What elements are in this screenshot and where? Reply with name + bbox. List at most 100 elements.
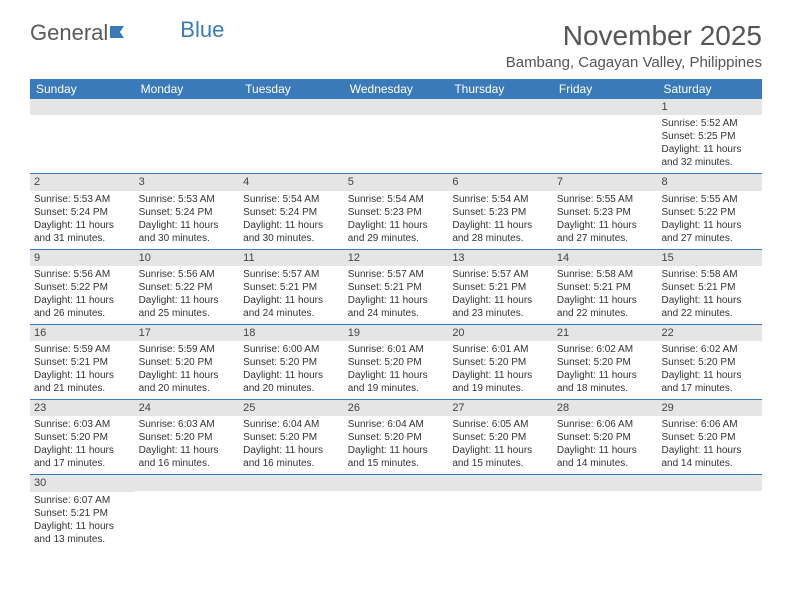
day-number: 11 bbox=[239, 250, 344, 266]
day-number: 29 bbox=[657, 400, 762, 416]
day-body: Sunrise: 6:02 AMSunset: 5:20 PMDaylight:… bbox=[657, 341, 762, 399]
day-header: Wednesday bbox=[344, 79, 449, 99]
day-body: Sunrise: 6:04 AMSunset: 5:20 PMDaylight:… bbox=[239, 416, 344, 474]
day-header: Sunday bbox=[30, 79, 135, 99]
day-cell: 3Sunrise: 5:53 AMSunset: 5:24 PMDaylight… bbox=[135, 174, 240, 248]
daylight-text: Daylight: 11 hours and 29 minutes. bbox=[348, 219, 445, 245]
day-number: 16 bbox=[30, 325, 135, 341]
day-cell: 8Sunrise: 5:55 AMSunset: 5:22 PMDaylight… bbox=[657, 174, 762, 248]
daylight-text: Daylight: 11 hours and 17 minutes. bbox=[661, 369, 758, 395]
day-body: Sunrise: 5:52 AMSunset: 5:25 PMDaylight:… bbox=[657, 115, 762, 173]
daylight-text: Daylight: 11 hours and 13 minutes. bbox=[34, 520, 131, 546]
day-cell: 6Sunrise: 5:54 AMSunset: 5:23 PMDaylight… bbox=[448, 174, 553, 248]
day-cell: 27Sunrise: 6:05 AMSunset: 5:20 PMDayligh… bbox=[448, 400, 553, 474]
day-number: 14 bbox=[553, 250, 658, 266]
sunset-text: Sunset: 5:23 PM bbox=[452, 206, 549, 219]
daylight-text: Daylight: 11 hours and 28 minutes. bbox=[452, 219, 549, 245]
day-cell: 18Sunrise: 6:00 AMSunset: 5:20 PMDayligh… bbox=[239, 325, 344, 399]
day-number: 15 bbox=[657, 250, 762, 266]
day-cell: 23Sunrise: 6:03 AMSunset: 5:20 PMDayligh… bbox=[30, 400, 135, 474]
day-cell bbox=[239, 475, 344, 549]
sunset-text: Sunset: 5:21 PM bbox=[243, 281, 340, 294]
day-body: Sunrise: 6:00 AMSunset: 5:20 PMDaylight:… bbox=[239, 341, 344, 399]
day-number: 7 bbox=[553, 174, 658, 190]
day-cell bbox=[448, 99, 553, 173]
day-cell: 14Sunrise: 5:58 AMSunset: 5:21 PMDayligh… bbox=[553, 250, 658, 324]
day-body: Sunrise: 5:56 AMSunset: 5:22 PMDaylight:… bbox=[30, 266, 135, 324]
day-cell: 2Sunrise: 5:53 AMSunset: 5:24 PMDaylight… bbox=[30, 174, 135, 248]
sunset-text: Sunset: 5:23 PM bbox=[348, 206, 445, 219]
daylight-text: Daylight: 11 hours and 18 minutes. bbox=[557, 369, 654, 395]
sunset-text: Sunset: 5:20 PM bbox=[452, 431, 549, 444]
day-header: Monday bbox=[135, 79, 240, 99]
sunset-text: Sunset: 5:20 PM bbox=[661, 356, 758, 369]
day-cell: 20Sunrise: 6:01 AMSunset: 5:20 PMDayligh… bbox=[448, 325, 553, 399]
day-body: Sunrise: 6:05 AMSunset: 5:20 PMDaylight:… bbox=[448, 416, 553, 474]
sunrise-text: Sunrise: 5:56 AM bbox=[139, 268, 236, 281]
day-body: Sunrise: 5:57 AMSunset: 5:21 PMDaylight:… bbox=[239, 266, 344, 324]
daylight-text: Daylight: 11 hours and 17 minutes. bbox=[34, 444, 131, 470]
sunset-text: Sunset: 5:20 PM bbox=[243, 431, 340, 444]
sunrise-text: Sunrise: 5:58 AM bbox=[661, 268, 758, 281]
day-body: Sunrise: 5:53 AMSunset: 5:24 PMDaylight:… bbox=[135, 191, 240, 249]
daylight-text: Daylight: 11 hours and 25 minutes. bbox=[139, 294, 236, 320]
sunrise-text: Sunrise: 6:03 AM bbox=[34, 418, 131, 431]
sunrise-text: Sunrise: 5:54 AM bbox=[452, 193, 549, 206]
daylight-text: Daylight: 11 hours and 27 minutes. bbox=[661, 219, 758, 245]
sunset-text: Sunset: 5:20 PM bbox=[34, 431, 131, 444]
daylight-text: Daylight: 11 hours and 16 minutes. bbox=[243, 444, 340, 470]
day-number: 30 bbox=[30, 475, 135, 491]
sunset-text: Sunset: 5:21 PM bbox=[348, 281, 445, 294]
daylight-text: Daylight: 11 hours and 14 minutes. bbox=[557, 444, 654, 470]
daylight-text: Daylight: 11 hours and 14 minutes. bbox=[661, 444, 758, 470]
day-cell bbox=[344, 99, 449, 173]
day-number: 28 bbox=[553, 400, 658, 416]
day-cell: 28Sunrise: 6:06 AMSunset: 5:20 PMDayligh… bbox=[553, 400, 658, 474]
daylight-text: Daylight: 11 hours and 23 minutes. bbox=[452, 294, 549, 320]
sunset-text: Sunset: 5:21 PM bbox=[557, 281, 654, 294]
sunset-text: Sunset: 5:20 PM bbox=[348, 431, 445, 444]
day-body: Sunrise: 5:58 AMSunset: 5:21 PMDaylight:… bbox=[657, 266, 762, 324]
day-body: Sunrise: 5:53 AMSunset: 5:24 PMDaylight:… bbox=[30, 191, 135, 249]
day-body: Sunrise: 5:58 AMSunset: 5:21 PMDaylight:… bbox=[553, 266, 658, 324]
daylight-text: Daylight: 11 hours and 24 minutes. bbox=[243, 294, 340, 320]
day-number bbox=[135, 99, 240, 115]
day-number bbox=[553, 99, 658, 115]
sunset-text: Sunset: 5:24 PM bbox=[243, 206, 340, 219]
sunrise-text: Sunrise: 5:53 AM bbox=[34, 193, 131, 206]
day-cell bbox=[30, 99, 135, 173]
day-number bbox=[239, 99, 344, 115]
sunrise-text: Sunrise: 5:57 AM bbox=[452, 268, 549, 281]
day-body: Sunrise: 6:07 AMSunset: 5:21 PMDaylight:… bbox=[30, 492, 135, 550]
day-body: Sunrise: 5:55 AMSunset: 5:22 PMDaylight:… bbox=[657, 191, 762, 249]
day-cell: 13Sunrise: 5:57 AMSunset: 5:21 PMDayligh… bbox=[448, 250, 553, 324]
day-number bbox=[448, 475, 553, 491]
week-row: 23Sunrise: 6:03 AMSunset: 5:20 PMDayligh… bbox=[30, 400, 762, 475]
day-cell: 7Sunrise: 5:55 AMSunset: 5:23 PMDaylight… bbox=[553, 174, 658, 248]
day-cell: 19Sunrise: 6:01 AMSunset: 5:20 PMDayligh… bbox=[344, 325, 449, 399]
sunrise-text: Sunrise: 6:00 AM bbox=[243, 343, 340, 356]
daylight-text: Daylight: 11 hours and 20 minutes. bbox=[243, 369, 340, 395]
day-body: Sunrise: 6:01 AMSunset: 5:20 PMDaylight:… bbox=[448, 341, 553, 399]
sunrise-text: Sunrise: 6:04 AM bbox=[243, 418, 340, 431]
sunrise-text: Sunrise: 6:03 AM bbox=[139, 418, 236, 431]
sunrise-text: Sunrise: 5:56 AM bbox=[34, 268, 131, 281]
brand-part2: Blue bbox=[180, 17, 224, 43]
day-cell: 21Sunrise: 6:02 AMSunset: 5:20 PMDayligh… bbox=[553, 325, 658, 399]
day-cell: 25Sunrise: 6:04 AMSunset: 5:20 PMDayligh… bbox=[239, 400, 344, 474]
day-number: 17 bbox=[135, 325, 240, 341]
daylight-text: Daylight: 11 hours and 22 minutes. bbox=[661, 294, 758, 320]
sunset-text: Sunset: 5:20 PM bbox=[452, 356, 549, 369]
sunset-text: Sunset: 5:22 PM bbox=[661, 206, 758, 219]
day-number: 13 bbox=[448, 250, 553, 266]
month-title: November 2025 bbox=[506, 20, 762, 52]
header: General Blue November 2025 Bambang, Caga… bbox=[30, 20, 762, 71]
title-block: November 2025 Bambang, Cagayan Valley, P… bbox=[506, 20, 762, 71]
day-body: Sunrise: 5:59 AMSunset: 5:20 PMDaylight:… bbox=[135, 341, 240, 399]
sunset-text: Sunset: 5:24 PM bbox=[34, 206, 131, 219]
sunrise-text: Sunrise: 5:59 AM bbox=[139, 343, 236, 356]
sunset-text: Sunset: 5:20 PM bbox=[557, 431, 654, 444]
sunrise-text: Sunrise: 5:55 AM bbox=[557, 193, 654, 206]
flag-icon bbox=[110, 20, 132, 46]
sunrise-text: Sunrise: 6:07 AM bbox=[34, 494, 131, 507]
